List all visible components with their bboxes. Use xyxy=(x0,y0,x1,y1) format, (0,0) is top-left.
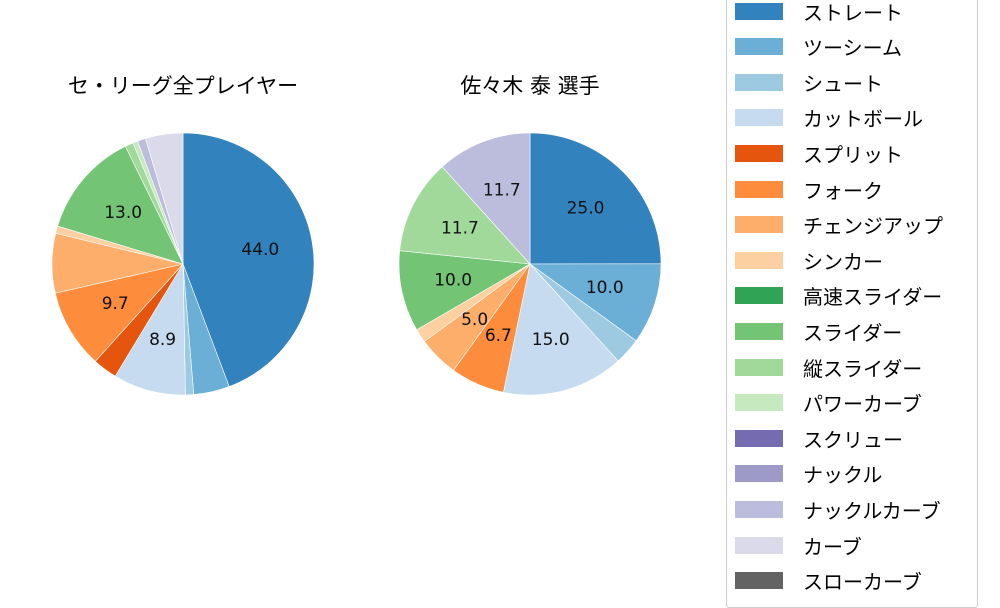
legend-swatch xyxy=(735,358,783,376)
legend-label: シンカー xyxy=(803,249,883,274)
legend-item: スプリット xyxy=(735,141,903,167)
chart-title-player: 佐々木 泰 選手 xyxy=(460,74,600,98)
legend-label: チェンジアップ xyxy=(803,214,943,239)
legend-label: スクリュー xyxy=(803,427,903,452)
pie-chart-player: 25.0 10.0 15.0 6.75.0 10.0 11.711.7 xyxy=(398,132,662,396)
legend-label: フォーク xyxy=(803,178,883,203)
slice-label: 6.7 xyxy=(485,326,512,346)
legend-item: カットボール xyxy=(735,106,923,132)
pie-chart-league: 44.0 8.9 9.7 13.0 xyxy=(51,132,315,396)
legend-item: スライダー xyxy=(735,319,903,345)
pie-slice xyxy=(503,263,619,396)
legend-item: ナックル xyxy=(735,462,883,488)
legend-label: カーブ xyxy=(803,534,862,559)
pie-slice xyxy=(529,263,662,342)
legend-label: カットボール xyxy=(803,107,923,132)
legend-swatch xyxy=(735,536,783,554)
slice-label: 13.0 xyxy=(104,203,142,223)
pie-slice xyxy=(54,263,184,362)
legend-swatch xyxy=(735,2,783,20)
slice-label: 10.0 xyxy=(586,278,624,298)
legend-item: シンカー xyxy=(735,248,883,274)
legend-label: 高速スライダー xyxy=(803,285,943,310)
legend-item: 縦スライダー xyxy=(735,355,923,381)
slice-label: 15.0 xyxy=(532,330,570,350)
legend-swatch xyxy=(735,287,783,305)
legend-swatch xyxy=(735,73,783,91)
legend-item: ストレート xyxy=(735,0,903,25)
slice-label: 5.0 xyxy=(461,310,488,330)
pie-slice xyxy=(57,145,184,265)
pie-slice xyxy=(529,132,662,265)
legend-swatch xyxy=(735,429,783,447)
pie-slice xyxy=(145,132,184,265)
legend-swatch xyxy=(735,465,783,483)
legend-item: フォーク xyxy=(735,177,883,203)
legend-swatch xyxy=(735,216,783,234)
slice-label: 11.7 xyxy=(441,218,479,238)
legend-swatch xyxy=(735,109,783,127)
pie-slice xyxy=(182,132,315,387)
legend-item: スローカーブ xyxy=(735,569,922,595)
legend-item: カーブ xyxy=(735,533,862,559)
slice-label: 8.9 xyxy=(149,330,176,350)
legend-swatch xyxy=(735,394,783,412)
legend-swatch xyxy=(735,322,783,340)
legend-item: チェンジアップ xyxy=(735,213,943,239)
legend-swatch xyxy=(735,500,783,518)
pie-slice xyxy=(398,250,531,331)
legend-label: パワーカーブ xyxy=(803,392,922,417)
slice-label: 9.7 xyxy=(102,294,129,314)
legend-label: 縦スライダー xyxy=(803,356,923,381)
slice-label: 11.7 xyxy=(483,181,521,201)
legend-label: ストレート xyxy=(803,0,903,25)
legend-label: スローカーブ xyxy=(803,570,922,595)
legend-swatch xyxy=(735,251,783,269)
legend-swatch xyxy=(735,572,783,590)
legend-item: ナックルカーブ xyxy=(735,497,941,523)
pie-slice xyxy=(441,132,531,265)
legend-label: シュート xyxy=(803,71,883,96)
legend-label: ツーシーム xyxy=(803,36,902,61)
legend-swatch xyxy=(735,38,783,56)
legend-swatch xyxy=(735,144,783,162)
legend-label: ナックルカーブ xyxy=(803,498,941,523)
legend-label: スライダー xyxy=(803,320,903,345)
chart-title-league: セ・リーグ全プレイヤー xyxy=(67,74,299,98)
legend-label: スプリット xyxy=(803,142,903,167)
legend-swatch xyxy=(735,180,783,198)
slice-label: 25.0 xyxy=(567,198,605,218)
slice-label: 10.0 xyxy=(434,271,472,291)
legend-item: スクリュー xyxy=(735,426,903,452)
legend-item: ツーシーム xyxy=(735,35,902,61)
legend-item: 高速スライダー xyxy=(735,284,943,310)
legend: ストレートツーシームシュートカットボール スプリットフォークチェンジアップ シンカー… xyxy=(726,0,978,608)
slice-label: 44.0 xyxy=(241,240,279,260)
legend-item: シュート xyxy=(735,70,883,96)
pie-slice xyxy=(399,166,531,265)
legend-label: ナックル xyxy=(803,463,883,488)
legend-item: パワーカーブ xyxy=(735,391,922,417)
